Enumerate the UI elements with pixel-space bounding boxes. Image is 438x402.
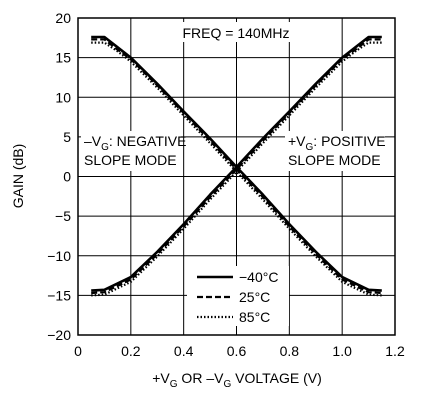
x-tick-label: 0.2: [121, 343, 141, 359]
x-tick-label: 1.0: [332, 343, 352, 359]
x-axis-label-part: +V: [152, 370, 170, 386]
x-tick-label: 0.4: [174, 343, 194, 359]
y-tick-label: −10: [47, 248, 71, 264]
negative-mode-annotation-line2: SLOPE MODE: [84, 152, 177, 168]
series-line-dotted-positive-slope: [91, 41, 382, 297]
x-axis-label-part: OR –V: [178, 370, 225, 386]
y-tick-labels: 20 15 10 5 0 −5 −10 −15 −20: [47, 10, 71, 343]
plot-frame: [77, 17, 396, 336]
x-tick-label: 0.6: [227, 343, 247, 359]
y-tick-label: 5: [63, 129, 71, 145]
legend-label: 85°C: [239, 309, 270, 325]
positive-mode-annotation-line2: SLOPE MODE: [288, 152, 381, 168]
y-axis-label: GAIN (dB): [10, 144, 26, 209]
series-line-dashed-negative-slope: [91, 38, 382, 295]
series-line-solid-negative-slope: [91, 35, 382, 292]
y-tick-label: −20: [47, 327, 71, 343]
x-tick-label: 1.2: [385, 343, 405, 359]
y-tick-label: 15: [55, 50, 71, 66]
y-tick-label: −5: [55, 208, 71, 224]
legend: −40°C 25°C 85°C: [187, 266, 289, 326]
series-line-dotted-negative-slope: [91, 41, 382, 297]
y-tick-label: 20: [55, 10, 71, 26]
freq-annotation: FREQ = 140MHz: [183, 25, 290, 41]
positive-mode-annotation-line1: +VG: POSITIVE: [288, 133, 386, 153]
x-tick-label: 0: [74, 343, 82, 359]
series-line-dashed-positive-slope: [91, 38, 382, 295]
x-axis-label: +VG OR –VG VOLTAGE (V): [152, 370, 321, 390]
y-tick-label: 0: [63, 169, 71, 185]
negative-mode-annotation-bg: [81, 131, 181, 171]
x-tick-labels: 0 0.2 0.4 0.6 0.8 1.0 1.2: [74, 343, 405, 359]
positive-mode-annotation-bg: [285, 131, 385, 171]
series-lines: [91, 35, 382, 297]
legend-label: −40°C: [239, 269, 278, 285]
x-axis-label-subscript: G: [170, 379, 178, 390]
x-tick-label: 0.8: [280, 343, 300, 359]
negative-mode-annotation-line1: –VG: NEGATIVE: [84, 133, 186, 153]
series-line-solid-positive-slope: [91, 35, 382, 292]
legend-label: 25°C: [239, 289, 270, 305]
freq-annotation-bg: [175, 22, 297, 42]
x-axis-label-subscript: G: [223, 379, 231, 390]
y-tick-label: 10: [55, 89, 71, 105]
x-axis-label-part: VOLTAGE (V): [231, 370, 322, 386]
y-tick-label: −15: [47, 287, 71, 303]
